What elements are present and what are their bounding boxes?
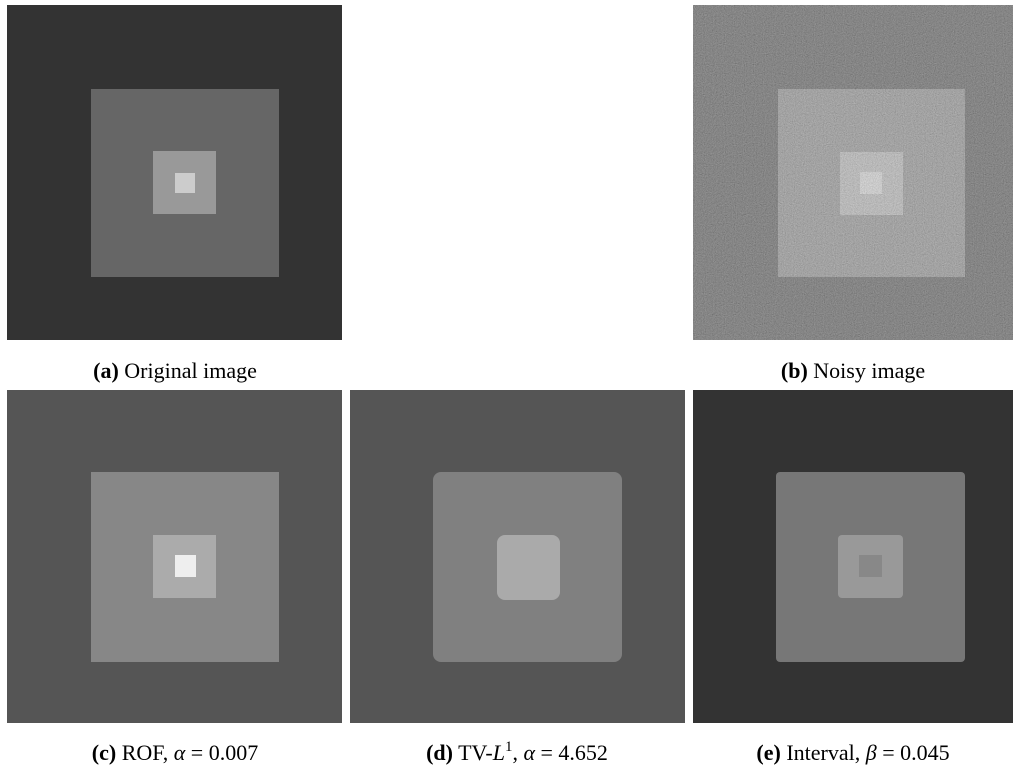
caption-text: TV- xyxy=(458,740,493,765)
caption-text: = 4.652 xyxy=(535,740,608,765)
caption-math: L xyxy=(492,740,505,765)
caption-b: (b) Noisy image xyxy=(781,358,925,383)
caption-label: (a) xyxy=(93,358,119,383)
panel-noisy xyxy=(693,5,1013,340)
caption-d: (d) TV-L1, α = 4.652 xyxy=(426,739,608,765)
caption-label: (c) xyxy=(92,740,116,765)
caption-text: Interval, xyxy=(786,740,865,765)
panel-interval xyxy=(693,390,1013,723)
caption-text: = 0.045 xyxy=(877,740,950,765)
caption-e: (e) Interval, β = 0.045 xyxy=(756,740,949,765)
figure: (a) Original image (b) Noisy image (c) R… xyxy=(0,0,1020,771)
caption-text: = 0.007 xyxy=(185,740,258,765)
panel-tvl1 xyxy=(350,390,685,723)
caption-c: (c) ROF, α = 0.007 xyxy=(92,740,258,765)
caption-label: (d) xyxy=(426,740,453,765)
caption-math: β xyxy=(865,740,877,765)
panel-rof xyxy=(7,390,342,723)
caption-label: (e) xyxy=(756,740,780,765)
caption-text: Original image xyxy=(124,358,257,383)
caption-math: α xyxy=(523,740,535,765)
panel-original xyxy=(7,5,342,340)
caption-text: , xyxy=(512,740,523,765)
caption-superscript: 1 xyxy=(505,739,513,755)
caption-a: (a) Original image xyxy=(93,358,257,383)
caption-label: (b) xyxy=(781,358,808,383)
caption-math: α xyxy=(174,740,186,765)
caption-text: ROF, xyxy=(122,740,174,765)
caption-text: Noisy image xyxy=(813,358,925,383)
